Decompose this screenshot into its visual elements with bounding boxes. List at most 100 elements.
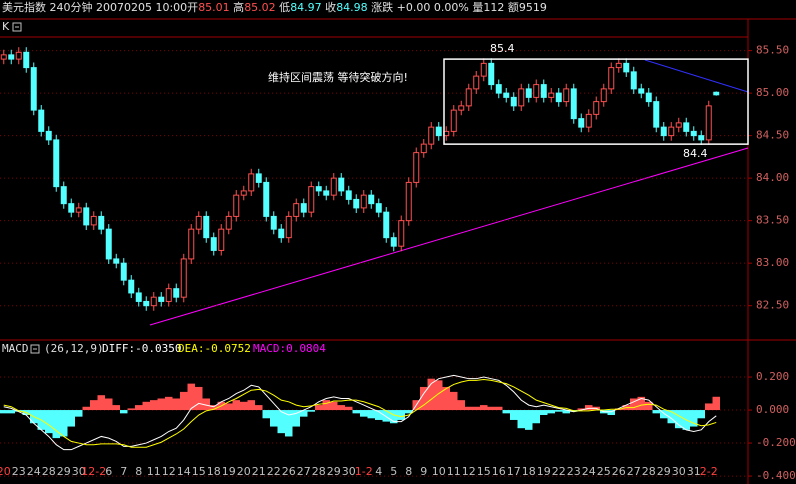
macd-bar — [112, 405, 120, 411]
candle-body — [240, 190, 247, 196]
macd-bar — [142, 401, 150, 411]
header-item: 低 — [275, 1, 291, 14]
y-tick-label: 82.50 — [756, 299, 789, 312]
macd-bar — [502, 410, 510, 414]
macd-bar — [0, 410, 8, 414]
y-tick-label: 85.50 — [756, 44, 789, 57]
candle-body — [315, 186, 322, 192]
candle-body — [570, 88, 577, 120]
candle-body — [645, 92, 652, 103]
macd-bar — [322, 400, 330, 411]
candle-body — [293, 203, 300, 217]
macd-bar — [472, 406, 480, 411]
candle-body — [615, 62, 622, 69]
candle-body — [270, 215, 277, 230]
x-tick-label: 9 — [420, 465, 427, 478]
collapse-icon[interactable] — [30, 344, 40, 354]
macd-bar — [285, 410, 293, 437]
macd-bar — [225, 403, 233, 411]
candle-body — [23, 51, 30, 69]
macd-bar — [97, 395, 105, 411]
collapse-icon[interactable] — [12, 22, 22, 32]
macd-bar — [675, 410, 683, 429]
macd-bar — [270, 410, 278, 427]
candle-body — [143, 300, 150, 307]
macd-bar — [532, 410, 540, 424]
macd-bar — [52, 410, 60, 439]
x-tick-label: 31 — [687, 465, 701, 478]
macd-bar — [442, 386, 450, 411]
macd-bar — [697, 410, 705, 419]
candle-body — [510, 96, 517, 107]
candle-body — [90, 215, 97, 226]
trendline — [644, 59, 749, 93]
x-tick-label: 12 — [162, 465, 176, 478]
macd-bar — [375, 410, 383, 420]
candle-body — [495, 84, 502, 94]
x-tick-label: 22 — [267, 465, 281, 478]
candle-body — [548, 92, 555, 98]
header-item: 收 — [321, 1, 337, 14]
y-tick-label: 84.00 — [756, 171, 789, 184]
x-tick-label: 20 — [0, 465, 11, 478]
candle-body — [255, 173, 262, 183]
candle-body — [428, 126, 435, 145]
candle-body — [128, 279, 135, 294]
candle-body — [600, 88, 607, 103]
macd-bar — [517, 410, 525, 429]
candle-body — [578, 118, 585, 128]
x-tick-label: 27 — [297, 465, 311, 478]
macd-bar — [480, 405, 488, 411]
candle-body — [60, 186, 67, 205]
y-tick-label: -0.200 — [756, 436, 796, 449]
candle-body — [195, 215, 202, 230]
candle-body — [623, 62, 630, 73]
candle-body — [630, 71, 637, 90]
header-item: 85.02 — [244, 1, 276, 14]
macd-bar — [67, 410, 75, 427]
legend-entry: MACD:0.0804 — [253, 342, 326, 355]
candle-body — [638, 88, 645, 94]
candle-body — [180, 258, 187, 298]
macd-bar — [240, 401, 248, 411]
candle-body — [368, 194, 375, 205]
macd-bar — [525, 410, 533, 430]
candle-body — [338, 177, 345, 192]
x-tick-label: 18 — [522, 465, 536, 478]
candle-body — [323, 190, 330, 196]
candle-body — [555, 92, 562, 103]
candle-body — [233, 194, 240, 217]
macd-bar — [75, 410, 83, 417]
candle-body — [165, 288, 172, 302]
x-tick-label: 21 — [252, 465, 266, 478]
candle-body — [188, 228, 195, 260]
macd-bar — [712, 396, 720, 411]
macd-bar — [367, 410, 375, 419]
macd-bar — [690, 410, 698, 427]
x-tick-label: 22 — [552, 465, 566, 478]
macd-bar — [135, 405, 143, 411]
macd-bar — [247, 400, 255, 411]
x-tick-label: 26 — [282, 465, 296, 478]
macd-bar — [127, 408, 135, 411]
trendline — [149, 147, 749, 326]
macd-bar — [660, 410, 668, 419]
candle-body — [713, 91, 720, 96]
macd-bar — [105, 398, 113, 411]
y-tick-label: 84.50 — [756, 129, 789, 142]
macd-bar — [555, 410, 563, 412]
x-tick-label: 18 — [207, 465, 221, 478]
candle-body — [135, 292, 142, 302]
candle-body — [383, 211, 390, 239]
candle-body — [218, 228, 225, 251]
candle-body — [480, 62, 487, 77]
x-tick-label: 29 — [327, 465, 341, 478]
header-item: 84.97 — [290, 1, 322, 14]
candle-body — [593, 101, 600, 115]
x-tick-label: 15 — [192, 465, 206, 478]
macd-bar — [705, 403, 713, 411]
x-tick-label: 14 — [177, 465, 191, 478]
candle-body — [488, 62, 495, 86]
macd-bar — [607, 410, 615, 415]
